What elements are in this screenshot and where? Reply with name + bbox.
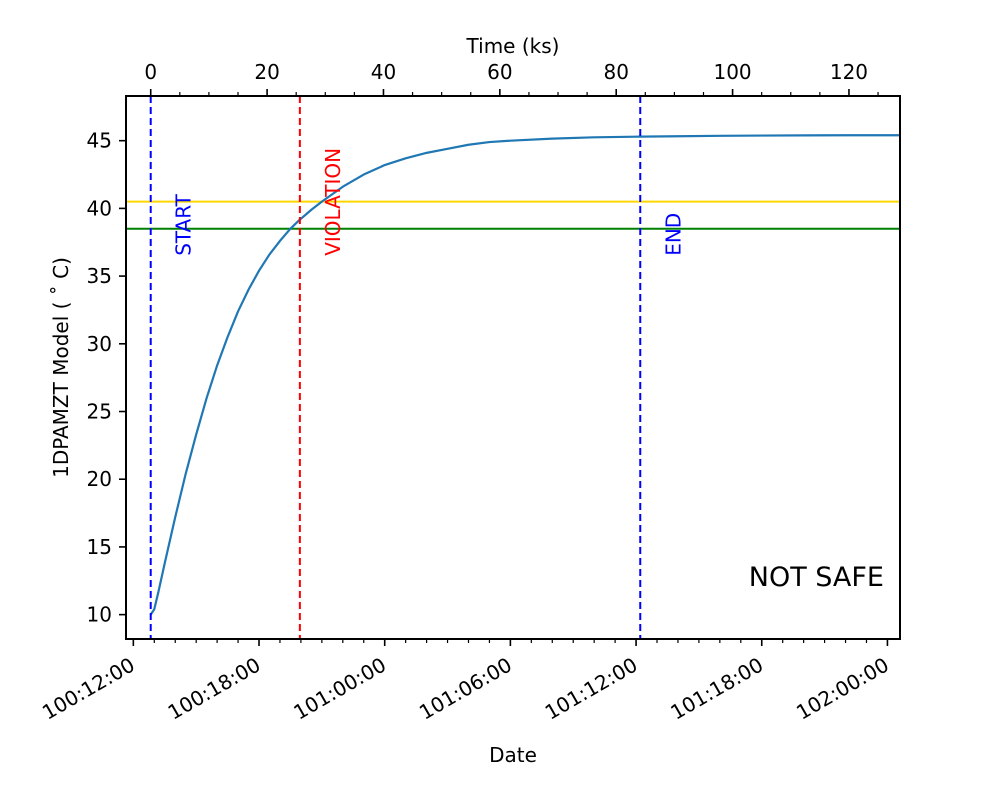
y-tick-label: 25 <box>87 400 112 424</box>
time-tick-label: 100 <box>713 60 751 84</box>
y-axis: 10 15 20 25 30 35 40 45 <box>87 129 126 627</box>
time-axis: 0 20 40 60 80 100 120 <box>144 60 879 96</box>
x-axis-title: Date <box>489 743 537 767</box>
time-tick-label: 20 <box>254 60 279 84</box>
time-tick-label: 40 <box>371 60 396 84</box>
y-tick-label: 15 <box>87 535 112 559</box>
event-label-violation: VIOLATION <box>321 148 345 256</box>
plot-area: START VIOLATION END <box>126 96 900 639</box>
threshold-lines <box>126 200 900 230</box>
y-tick-label: 45 <box>87 129 112 153</box>
event-label-end: END <box>661 213 685 256</box>
y-tick-label: 20 <box>87 467 112 491</box>
y-tick-label: 10 <box>87 603 112 627</box>
y-tick-label: 30 <box>87 332 112 356</box>
top-axis-title: Time (ks) <box>466 34 560 58</box>
time-tick-label: 60 <box>487 60 512 84</box>
series-layer <box>149 134 900 616</box>
event-label-start: START <box>172 193 196 255</box>
y-tick-label: 40 <box>87 196 112 220</box>
time-tick-label: 120 <box>830 60 868 84</box>
time-tick-label: 80 <box>603 60 628 84</box>
event-lines: START VIOLATION END <box>149 96 685 639</box>
series-line-1 <box>149 134 900 616</box>
y-tick-label: 35 <box>87 264 112 288</box>
time-tick-label: 0 <box>144 60 157 84</box>
plot-frame <box>125 95 901 640</box>
y-axis-title: 1DPAMZT Model ( ˚ C) <box>49 257 73 478</box>
status-label: NOT SAFE <box>749 562 884 593</box>
